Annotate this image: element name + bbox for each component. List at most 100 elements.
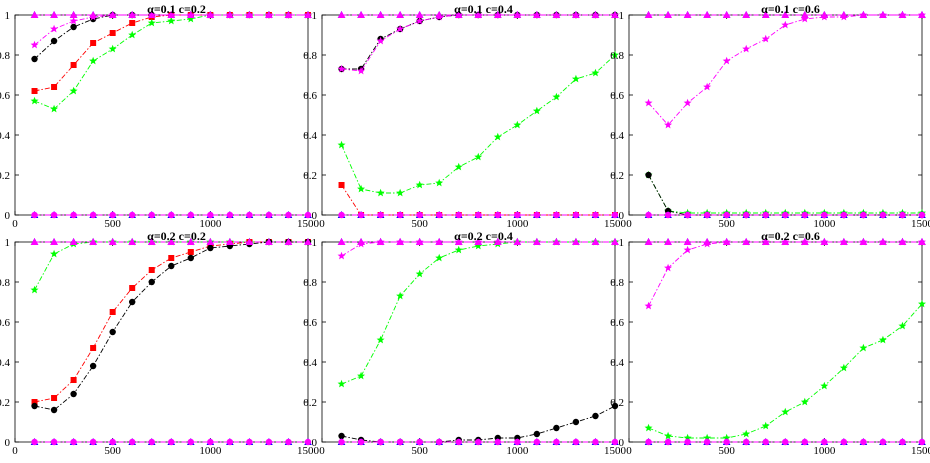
data-point [435,178,444,187]
data-point [533,430,541,438]
data-point [435,253,444,262]
data-point [455,211,462,219]
data-point [591,68,600,77]
data-point [337,140,346,149]
data-point [743,438,750,446]
x-tick-label: 0 [626,445,632,457]
data-point [592,412,599,420]
data-point [761,421,770,430]
data-point [475,211,482,219]
data-point [644,98,653,107]
x-tick-label: 1000 [506,218,529,230]
data-point [703,211,711,219]
data-point [206,238,215,245]
series-magenta-circle [645,438,926,446]
series-magenta-circle [645,211,926,219]
x-tick-label: 500 [411,445,428,457]
axes-frame [321,241,616,443]
data-point [30,40,39,49]
data-point [782,211,789,219]
x-tick-label: 500 [104,445,121,457]
data-point [396,11,404,18]
data-point [683,433,692,442]
y-tick-label: 0.2 [0,397,10,409]
y-tick-label: 0.4 [610,130,624,142]
y-tick-label: 0.4 [303,130,317,142]
data-point [108,238,117,245]
data-point [684,438,691,446]
data-point [129,20,136,26]
axes-frame [321,14,616,216]
data-point [435,238,443,245]
data-point [820,11,829,18]
data-point [357,184,366,193]
data-point [474,11,483,18]
x-tick-label: 0 [319,218,325,230]
data-point [703,11,711,18]
data-point [664,11,672,18]
data-point [167,238,176,245]
data-point [722,56,731,65]
x-tick-label: 1500 [604,218,627,230]
data-point [474,241,483,250]
data-point [90,345,97,351]
data-point [514,438,521,446]
data-point [187,438,194,446]
y-tick-label: 1 [312,10,318,22]
data-point [664,238,672,245]
data-point [684,211,691,219]
data-point [186,14,195,23]
data-point [801,438,808,446]
data-point [436,438,443,446]
data-point [611,438,619,446]
x-tick-label: 0 [12,445,18,457]
data-point [89,362,97,370]
data-point [611,238,619,245]
y-tick-label: 0.4 [610,357,624,369]
data-point [206,11,215,18]
series-line [648,303,923,439]
data-point [859,343,868,352]
y-tick-label: 0.6 [0,90,11,102]
data-point [723,211,730,219]
data-point [337,251,346,260]
data-point [611,50,619,59]
data-point [801,211,808,219]
x-tick-label: 0 [319,445,325,457]
data-point [742,429,751,438]
data-point [108,44,117,53]
data-point [898,321,907,330]
data-point [284,11,293,18]
data-point [664,431,673,440]
series-magenta-triangle [337,238,619,245]
data-point [918,211,926,219]
data-point [376,335,385,344]
data-point [918,11,926,18]
data-point [840,238,848,245]
data-point [860,438,867,446]
data-point [50,438,58,446]
y-tick-label: 0.4 [303,357,317,369]
data-point [31,55,38,63]
data-point [357,11,365,18]
data-point [493,132,502,141]
data-point [89,56,98,65]
data-point [357,238,365,245]
data-point [454,162,463,171]
data-point [285,211,292,219]
data-point [148,211,155,219]
y-tick-label: 0.8 [0,277,11,289]
series-line [341,14,615,70]
data-point [839,363,848,372]
data-point [533,438,541,446]
data-point [396,211,404,219]
data-point [246,438,253,446]
data-point [148,267,155,273]
data-point [31,88,38,94]
data-point [514,211,521,219]
data-point [89,238,97,245]
y-tick-label: 0.4 [0,130,11,142]
data-point [591,11,600,18]
